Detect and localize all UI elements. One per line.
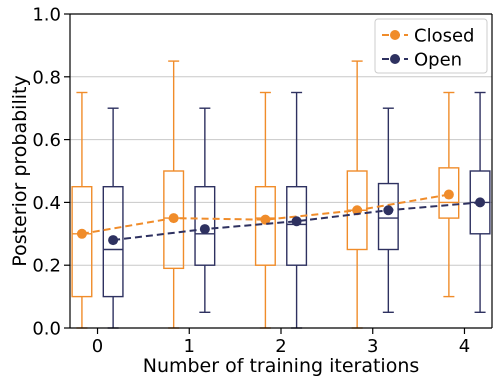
legend-marker-open: [390, 54, 400, 64]
plot-marks: [71, 60, 491, 329]
series-closed-boxes: [71, 60, 460, 329]
grid-lines: [70, 76, 492, 266]
box-open-2: [286, 185, 308, 266]
x-tick-label-3: 3: [367, 336, 378, 357]
y-axis-title: Posterior probability: [9, 75, 31, 266]
mean-point-closed-4: [443, 189, 454, 200]
box-closed-0: [71, 185, 93, 298]
y-tick-label-3: 0.6: [32, 130, 61, 151]
box-closed-2: [254, 185, 276, 266]
x-tick-label-0: 0: [92, 336, 103, 357]
legend-item-closed: Closed: [382, 26, 474, 47]
x-tick-label-2: 2: [275, 336, 286, 357]
series-open-boxes: [102, 91, 491, 329]
x-tick-label-4: 4: [459, 336, 470, 357]
box-open-0: [102, 185, 124, 298]
box-open-3: [377, 182, 399, 251]
mean-point-open-0: [108, 235, 119, 246]
y-tick-label-5: 1.0: [32, 5, 61, 26]
box-open-1: [194, 185, 216, 266]
legend-label-closed: Closed: [414, 26, 474, 47]
mean-line-open: [112, 201, 481, 242]
y-tick-label-0: 0.0: [32, 319, 61, 340]
x-tick-label-1: 1: [184, 336, 195, 357]
y-tick-label-2: 0.4: [32, 193, 61, 214]
mean-point-closed-2: [260, 214, 271, 225]
y-tick-label-4: 0.8: [32, 67, 61, 88]
mean-point-open-4: [475, 197, 486, 208]
mean-point-closed-1: [168, 213, 179, 224]
legend-marker-closed: [390, 30, 400, 40]
mean-point-open-1: [199, 224, 210, 235]
y-tick-label-1: 0.2: [32, 256, 61, 277]
axes: 0.0 0.2 0.4 0.6 0.8 1.0 0 1 2 3 4: [32, 5, 493, 357]
mean-point-open-2: [291, 216, 302, 227]
legend-frame: [374, 18, 488, 74]
x-axis-title: Number of training iterations: [143, 355, 420, 377]
mean-line-closed: [81, 193, 450, 235]
legend-item-open: Open: [382, 50, 462, 71]
legend: Closed Open: [374, 18, 488, 74]
box-closed-4: [438, 167, 460, 219]
legend-label-open: Open: [414, 50, 462, 71]
mean-point-closed-0: [76, 228, 87, 239]
mean-point-open-3: [383, 205, 394, 216]
